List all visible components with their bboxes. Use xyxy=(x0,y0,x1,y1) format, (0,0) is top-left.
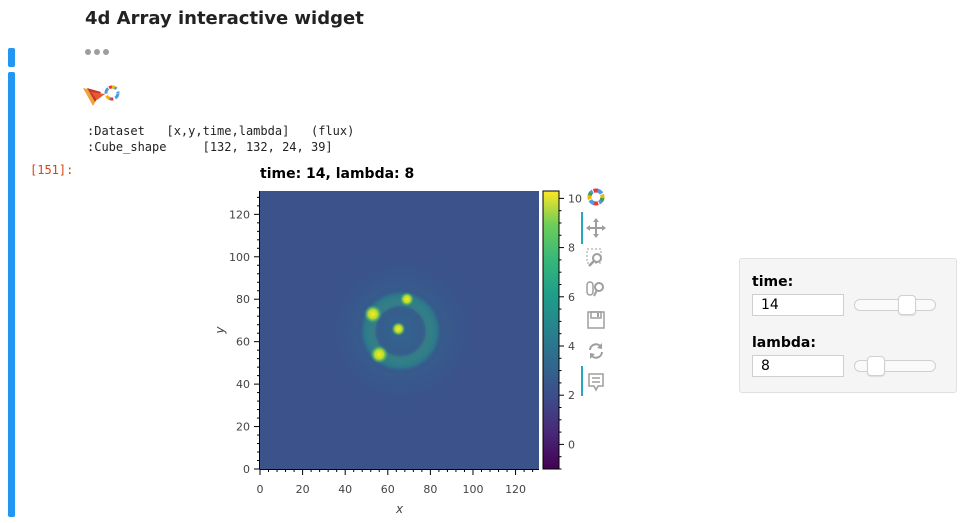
y-tick-label: 0 xyxy=(243,463,250,476)
x-tick-label: 80 xyxy=(423,483,437,496)
x-tick-label: 40 xyxy=(338,483,352,496)
lambda-slider-handle[interactable] xyxy=(867,356,885,376)
toolbar-active-divider xyxy=(581,366,583,396)
bokeh-toolbar xyxy=(580,186,610,396)
collapsed-cell-ellipsis-icon[interactable] xyxy=(85,49,109,55)
time-label: time: xyxy=(752,274,794,290)
plot-title: time: 14, lambda: 8 xyxy=(260,166,415,182)
colorbar-tick-label: 6 xyxy=(568,291,575,304)
cell-output-bar[interactable] xyxy=(8,72,15,517)
lambda-slider[interactable] xyxy=(854,356,936,376)
colorbar-tick-label: 0 xyxy=(568,438,575,451)
lambda-label: lambda: xyxy=(752,335,816,351)
colorbar-tick-label: 2 xyxy=(568,389,575,402)
heatmap-background xyxy=(260,191,539,469)
colorbar-tick-label: 8 xyxy=(568,242,575,255)
y-tick-label: 100 xyxy=(229,251,250,264)
time-input[interactable]: 14 xyxy=(752,294,844,316)
pan-icon[interactable] xyxy=(586,218,606,238)
heatmap-spot xyxy=(363,305,382,324)
colorbar xyxy=(542,190,560,470)
cell-collapse-bar[interactable] xyxy=(8,48,15,67)
box-zoom-icon[interactable] xyxy=(586,248,606,268)
x-tick-label: 20 xyxy=(296,483,310,496)
dataset-repr: :Dataset [x,y,time,lambda] (flux) :Cube_s… xyxy=(87,123,354,155)
controls-panel: time: 14 lambda: 8 xyxy=(739,258,957,393)
colorbar-tick-label: 4 xyxy=(568,340,575,353)
x-tick-label: 100 xyxy=(462,483,483,496)
y-axis-label: y xyxy=(213,326,227,335)
holoviews-logo-icon xyxy=(83,85,120,106)
time-slider[interactable] xyxy=(854,295,936,315)
time-slider-track[interactable] xyxy=(854,299,936,311)
heatmap-halo xyxy=(315,245,486,417)
x-tick-label: 120 xyxy=(505,483,526,496)
y-tick-label: 80 xyxy=(236,293,250,306)
wheel-zoom-icon[interactable] xyxy=(586,279,606,299)
bokeh-logo-icon[interactable] xyxy=(586,187,606,207)
cell-prompt: [151]: xyxy=(30,163,74,177)
save-icon[interactable] xyxy=(586,310,606,330)
reset-icon[interactable] xyxy=(586,341,606,361)
heatmap-spot xyxy=(399,292,414,307)
x-tick-label: 60 xyxy=(381,483,395,496)
y-tick-label: 60 xyxy=(236,336,250,349)
notebook-heading: 4d Array interactive widget xyxy=(85,8,364,29)
toolbar-active-divider xyxy=(581,212,583,244)
repr-line: :Dataset [x,y,time,lambda] (flux) xyxy=(87,124,355,138)
y-tick-label: 40 xyxy=(236,378,250,391)
x-axis-label: x xyxy=(395,502,404,516)
repr-line: :Cube_shape [132, 132, 24, 39] xyxy=(87,140,333,154)
heatmap-spot xyxy=(391,321,406,336)
lambda-input[interactable]: 8 xyxy=(752,355,844,377)
y-tick-label: 120 xyxy=(229,208,250,221)
heatmap-spot xyxy=(370,345,389,364)
y-tick-label: 20 xyxy=(236,421,250,434)
heatmap-ring-edge xyxy=(370,300,431,362)
heatmap-ring xyxy=(360,290,441,372)
hover-icon[interactable] xyxy=(586,372,606,392)
time-slider-handle[interactable] xyxy=(898,295,916,315)
x-tick-label: 0 xyxy=(257,483,264,496)
